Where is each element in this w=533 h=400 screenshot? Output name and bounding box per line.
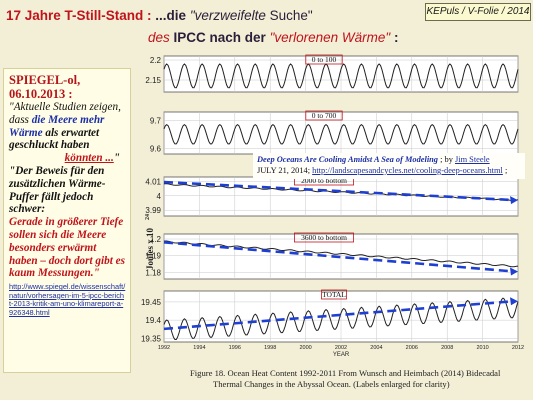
- quote-highlight: die Meere mehr Wärme: [9, 113, 105, 139]
- quote-box: SPIEGEL-ol, 06.10.2013 : "Aktuelle Studi…: [3, 68, 131, 373]
- panel-label-box: [321, 289, 347, 300]
- y-tick-label: 9.7: [150, 116, 162, 125]
- x-tick-label: 1992: [158, 345, 170, 351]
- quote-tail: könnten ...: [64, 152, 114, 165]
- quote-paragraph-2: "Der Beweis für den zusätzlichen Wärme-P…: [9, 164, 106, 216]
- quote-source-link[interactable]: http://www.spiegel.de/wissenschaft/natur…: [9, 282, 126, 317]
- x-tick-label: 1998: [264, 345, 276, 351]
- x-tick-label: 2002: [335, 345, 347, 351]
- figure-caption: Figure 18. Ocean Heat Content 1992-2011 …: [190, 368, 520, 390]
- quote-tail-row: könnten ...": [9, 152, 126, 165]
- title-dots: ...die: [151, 8, 190, 23]
- y-tick-label: 1.19: [145, 252, 161, 261]
- title-ipcc: IPCC nach der: [169, 30, 270, 45]
- y-tick-label: 9.6: [150, 144, 162, 153]
- title-des: des: [148, 30, 170, 45]
- title-main: 17 Jahre T-Still-Stand :: [6, 8, 152, 23]
- y-axis-label: Joules x 10: [145, 227, 155, 270]
- y-axis-label-exponent: 24: [145, 214, 151, 220]
- panel-label: 0 to 700: [312, 111, 337, 120]
- overlay-headline: Deep Oceans Are Cooling Amidst A Sea of …: [257, 155, 438, 164]
- x-tick-label: 2006: [406, 345, 418, 351]
- title-italic-2: "verlorenen Wärme": [269, 30, 391, 45]
- trend-arrow-line: [163, 241, 515, 273]
- quote-close: ": [113, 152, 120, 165]
- panel-label: TOTAL: [322, 290, 346, 299]
- slide-title-line-1: 17 Jahre T-Still-Stand : ...die "verzwei…: [6, 8, 313, 23]
- y-tick-label: 2.2: [150, 56, 162, 65]
- slide-title-line-2: des IPCC nach der "verlorenen Wärme" :: [148, 30, 398, 45]
- title-italic: "verzweifelte: [189, 8, 266, 23]
- y-tick-label: 4: [157, 192, 162, 201]
- series-line: [163, 297, 519, 340]
- article-overlay: Deep Oceans Are Cooling Amidst A Sea of …: [253, 153, 525, 179]
- y-tick-label: 4.01: [145, 177, 161, 186]
- x-tick-label: 1996: [229, 345, 241, 351]
- title-end: :: [390, 30, 399, 45]
- trend-arrow-head: [510, 297, 518, 306]
- overlay-url-link[interactable]: http://landscapesandcycles.net/cooling-d…: [312, 166, 503, 175]
- trend-arrow-head: [510, 267, 518, 276]
- x-tick-label: 2008: [441, 345, 453, 351]
- overlay-date: JULY 21, 2014;: [257, 166, 313, 175]
- y-tick-label: 19.4: [145, 316, 161, 325]
- panel-label-box: [293, 232, 354, 243]
- slide-badge: KEPuls / V-Folie / 2014: [425, 3, 531, 21]
- quote-text-1b: als erwartet geschluckt haben: [9, 126, 100, 152]
- panel-label: 3600 to bottom: [301, 233, 347, 242]
- x-tick-label: 2010: [476, 345, 488, 351]
- y-tick-label: 19.45: [141, 298, 162, 307]
- overlay-author-link[interactable]: Jim Steele: [454, 155, 490, 164]
- x-tick-label: 1994: [193, 345, 205, 351]
- series-line: [163, 240, 519, 268]
- caption-line-1: Figure 18. Ocean Heat Content 1992-2011 …: [190, 368, 501, 378]
- trend-arrow-line: [163, 180, 515, 202]
- overlay-end: ;: [502, 166, 508, 175]
- quote-paragraph-3: Gerade in größerer Tiefe sollen sich die…: [9, 216, 125, 280]
- series-line: [163, 123, 519, 145]
- overlay-by: ; by: [438, 155, 455, 164]
- x-tick-label: 2004: [370, 345, 382, 351]
- ocean-heat-chart: 2.2 2.15 0 to 100 9.7 9.6 0 to 700 4.01 4 3.99 20…: [141, 54, 524, 358]
- x-tick-label: 2012: [512, 345, 524, 351]
- panel-label-box: [305, 54, 343, 65]
- quote-text-1: "Aktuelle Studien zeigen, dass: [9, 101, 121, 126]
- y-tick-label: 2.15: [145, 76, 161, 85]
- y-tick-label: 1.2: [150, 235, 162, 244]
- title-rest: Suche": [265, 8, 313, 23]
- panel-label: 0 to 100: [312, 55, 337, 64]
- series-line: [163, 63, 519, 89]
- panel-label: 2000 to bottom: [301, 176, 347, 185]
- trend-arrow-head: [510, 196, 518, 205]
- y-tick-label: 1.18: [145, 268, 161, 277]
- y-tick-label: 19.35: [141, 334, 162, 343]
- quote-paragraph-1: "Aktuelle Studien zeigen, dass die Meere…: [9, 101, 126, 152]
- caption-line-2: Thermal Changes in the Abyssal Ocean. (L…: [213, 379, 450, 389]
- quote-source: SPIEGEL-ol, 06.10.2013 :: [9, 73, 81, 101]
- x-axis-label: YEAR: [333, 352, 350, 358]
- y-tick-label: 3.99: [145, 206, 161, 215]
- x-tick-label: 2000: [299, 345, 311, 351]
- panel-label-box: [305, 110, 343, 121]
- trend-arrow-line: [163, 299, 515, 331]
